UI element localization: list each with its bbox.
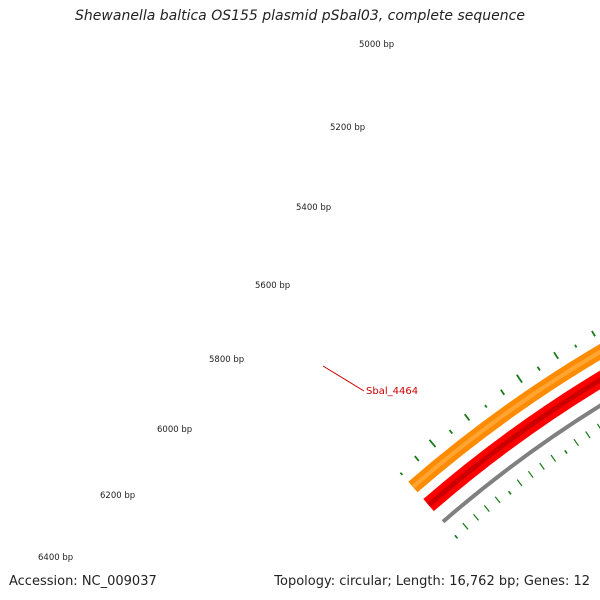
gc-mark bbox=[399, 472, 404, 476]
gc-mark bbox=[463, 413, 471, 421]
gc-mark bbox=[516, 374, 523, 384]
gene-label-leader bbox=[322, 365, 365, 392]
scale-tick bbox=[550, 454, 557, 462]
reverse-feature-ring-highlight bbox=[411, 349, 600, 489]
scale-tick bbox=[454, 534, 459, 539]
topology-summary: Topology: circular; Length: 16,762 bp; G… bbox=[274, 574, 590, 589]
tick-label-5200: 5200 bp bbox=[330, 123, 365, 133]
accession-text: Accession: NC_009037 bbox=[9, 574, 157, 589]
gene-label-sbal-4464[interactable]: Sbal_4464 bbox=[366, 386, 418, 397]
scale-tick bbox=[507, 490, 512, 495]
scale-tick bbox=[585, 431, 591, 439]
gc-mark bbox=[414, 455, 420, 462]
backbone-ring bbox=[441, 403, 600, 524]
gc-mark bbox=[536, 366, 541, 371]
gc-mark bbox=[484, 404, 488, 409]
gc-mark bbox=[574, 344, 578, 348]
gc-mark bbox=[448, 429, 454, 435]
map-title: Shewanella baltica OS155 plasmid pSbal03… bbox=[75, 8, 525, 24]
gc-mark bbox=[553, 351, 559, 360]
gc-mark bbox=[500, 389, 506, 396]
scale-tick bbox=[527, 470, 534, 479]
scale-tick bbox=[483, 505, 490, 512]
gc-mark bbox=[428, 439, 437, 448]
tick-label-5800: 5800 bp bbox=[209, 355, 244, 365]
scale-tick bbox=[516, 479, 523, 487]
tick-label-5400: 5400 bp bbox=[296, 203, 331, 213]
scale-tick bbox=[564, 449, 568, 455]
scale-ticks bbox=[454, 423, 600, 539]
scale-labels: 5000 bp 5200 bp 5400 bp 5600 bp 5800 bp … bbox=[38, 40, 394, 563]
scale-tick bbox=[573, 438, 579, 447]
scale-tick bbox=[539, 462, 545, 470]
tick-label-5000: 5000 bp bbox=[359, 40, 394, 50]
scale-tick bbox=[473, 513, 480, 521]
tick-label-6400: 6400 bp bbox=[38, 553, 73, 563]
tick-label-6000: 6000 bp bbox=[157, 425, 192, 435]
forward-feature-ring-highlight bbox=[426, 377, 600, 507]
scale-tick bbox=[494, 496, 501, 504]
scale-tick bbox=[462, 522, 469, 530]
tick-label-6200: 6200 bp bbox=[100, 491, 135, 501]
gc-mark bbox=[591, 330, 596, 337]
feature-arcs bbox=[408, 343, 600, 524]
tick-label-5600: 5600 bp bbox=[255, 281, 290, 291]
gc-content-marks bbox=[399, 330, 596, 476]
